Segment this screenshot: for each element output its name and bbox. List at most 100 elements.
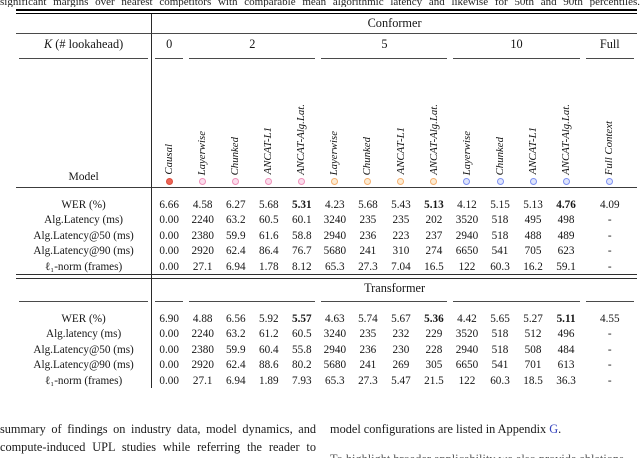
metric-value-cell: 5.92	[258, 312, 279, 325]
column-header-content: Layerwise	[450, 63, 483, 187]
k-value: 2	[249, 36, 256, 51]
k-value: 0	[166, 36, 173, 51]
metric-value-cell: 236	[359, 343, 377, 356]
metric-value-cell: 0.00	[159, 229, 179, 242]
metric-value-cell: 228	[425, 343, 443, 356]
metric-value-cell: 223	[392, 229, 410, 242]
metric-value-cell: 60.4	[258, 343, 279, 356]
metric-value-cell: 2920	[191, 245, 214, 258]
metric-value-cell: 65.3	[325, 374, 345, 387]
column-header-content: Chunked	[483, 63, 516, 187]
metric-value-cell: 5.43	[391, 198, 411, 211]
metric-value-cell: -	[607, 374, 612, 387]
rule-segment	[155, 55, 184, 59]
metric-value-cell: 3240	[323, 214, 347, 227]
metric-value-cell: 6650	[455, 245, 479, 258]
metric-value-cell: 518	[491, 328, 509, 341]
metric-value-cell: 63.2	[225, 214, 246, 227]
metric-value-cell: 495	[524, 214, 542, 227]
legend-circle-icon	[463, 177, 471, 185]
metric-value-cell: 230	[392, 343, 410, 356]
column-header: ANCAT-Alg.Lat.	[417, 59, 451, 188]
top-partial-text: significant margins over nearest competi…	[0, 0, 640, 7]
metric-value-cell: 61.6	[258, 229, 279, 242]
legend-circle-icon	[165, 177, 173, 185]
column-header: ANCAT-L1	[384, 59, 418, 188]
metric-value-cell: 705	[524, 245, 542, 258]
metric-value-cell: 5.68	[258, 198, 279, 211]
column-header: Layerwise	[186, 59, 220, 188]
metric-value-cell: 305	[425, 359, 443, 372]
legend-circle-icon	[199, 177, 207, 185]
legend-circle-icon	[397, 177, 405, 185]
metric-value-cell: 518	[491, 229, 509, 242]
k-value: Full	[599, 36, 620, 51]
rule-segment	[19, 298, 149, 302]
metric-value-cell: 8.12	[292, 260, 312, 273]
metric-value-cell: 5.74	[358, 312, 378, 325]
rotated-column-label: ANCAT-Alg.Lat.	[295, 104, 308, 175]
metric-value-cell: 0.00	[159, 260, 179, 273]
legend-circle-icon	[562, 177, 570, 185]
rotated-column-label: Chunked	[361, 136, 374, 175]
metric-value-cell: 518	[491, 214, 509, 227]
metric-value-cell: 508	[524, 343, 542, 356]
cmidrule-segment	[186, 55, 318, 59]
metric-value-cell: 0.00	[159, 245, 179, 258]
metric-value-cell: 27.1	[192, 374, 213, 387]
metric-value-cell: 235	[359, 328, 377, 341]
metric-value-cell: 5.13	[424, 198, 444, 211]
metric-value-cell: 76.7	[292, 245, 312, 258]
metric-value-cell: 4.76	[556, 198, 576, 211]
metric-value-cell: 16.2	[523, 260, 543, 273]
legend-circle-icon	[606, 177, 614, 185]
metric-value-cell: 4.88	[192, 312, 213, 325]
results-table: Conformer K (# lookahead) 0 2 5 10 Full Model Ca…	[16, 13, 637, 389]
rule-segment	[321, 55, 448, 59]
metric-value-cell: 541	[491, 245, 509, 258]
rotated-column-label: Layerwise	[460, 130, 473, 175]
metric-row-label: WER (%)	[16, 196, 153, 213]
rule-segment	[585, 298, 634, 302]
cmidrule-segment	[583, 55, 637, 59]
metric-value-cell: 2380	[191, 229, 214, 242]
metric-value-cell: 61.2	[258, 328, 279, 341]
column-header: ANCAT-L1	[516, 59, 550, 188]
rotated-column-label: Full Context	[603, 120, 616, 175]
metric-value-cell: 512	[524, 328, 542, 341]
metric-value-cell: 2940	[455, 343, 479, 356]
metric-value-cell: 86.4	[258, 245, 279, 258]
metric-value-cell: 1.89	[258, 374, 279, 387]
metric-value-cell: 63.2	[225, 328, 246, 341]
metric-value-cell: -	[607, 260, 612, 273]
column-header-content: Full Context	[583, 63, 637, 187]
metric-value-cell: 4.23	[325, 198, 345, 211]
metric-value-cell: 7.04	[391, 260, 411, 273]
metric-value-cell: 541	[491, 359, 509, 372]
metric-value-cell: 80.2	[292, 359, 312, 372]
rule-segment	[453, 298, 580, 302]
metric-value-cell: 5.36	[424, 312, 444, 325]
metric-row-label: Alg.Latency@90 (ms)	[16, 357, 153, 373]
column-header: Causal	[152, 59, 187, 188]
column-header-content: ANCAT-Alg.Lat.	[285, 63, 318, 187]
metric-value-cell: 202	[425, 214, 443, 227]
metric-value-cell: 6.27	[225, 198, 246, 211]
rotated-column-label: ANCAT-L1	[394, 127, 407, 175]
metric-value-cell: 0.00	[159, 214, 179, 227]
metric-value-cell: 62.4	[225, 245, 246, 258]
empty-cell	[16, 301, 153, 311]
cmidrule-segment	[16, 54, 153, 59]
body-text-line: compute-induced UPL studies while referr…	[0, 439, 316, 454]
legend-circle-icon	[232, 177, 240, 185]
metric-value-cell: 2240	[191, 328, 214, 341]
metric-value-cell: 60.1	[292, 214, 312, 227]
metric-value-cell: 27.3	[358, 260, 378, 273]
metric-value-cell: 236	[359, 229, 377, 242]
metric-value-cell: 235	[392, 214, 410, 227]
metric-value-cell: 701	[524, 359, 542, 372]
appendix-link[interactable]: G	[549, 422, 559, 436]
metric-value-cell: 4.63	[325, 312, 345, 325]
k-value: 5	[381, 36, 388, 51]
metric-value-cell: 7.93	[292, 374, 312, 387]
